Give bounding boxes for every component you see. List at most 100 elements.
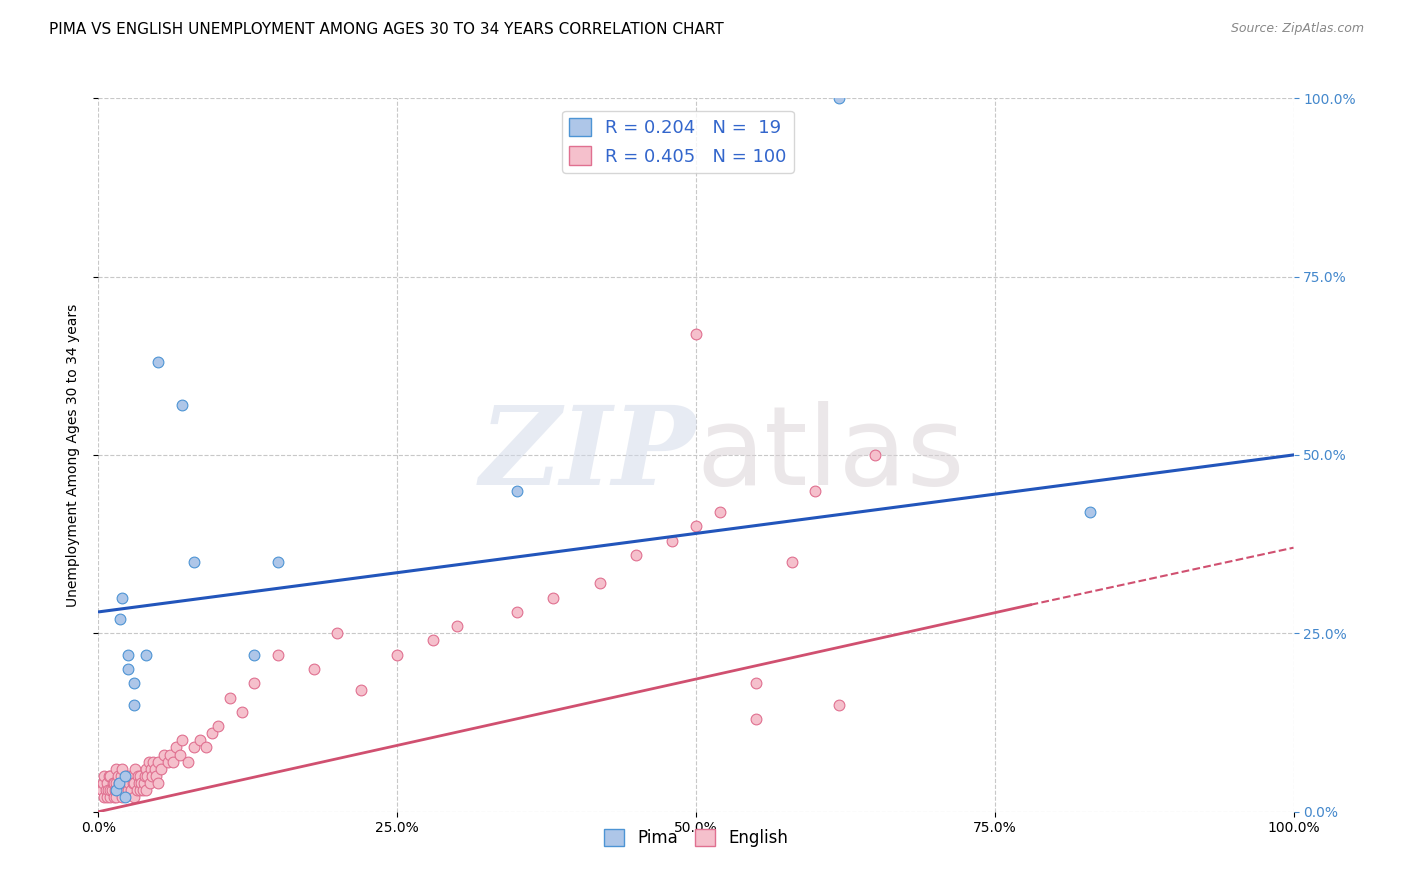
Point [134,769,156,783]
Point [117,648,139,662]
Point [231,705,253,719]
Point [135,783,157,797]
Point [131,776,153,790]
Point [103,776,125,790]
Point [165,740,187,755]
Point [350,683,373,698]
Point [745,712,768,726]
Point [142,755,165,769]
Point [219,690,242,705]
Point [108,783,131,797]
Point [108,612,131,626]
Point [541,591,564,605]
Point [114,769,136,783]
Point [446,619,468,633]
Point [105,783,128,797]
Point [159,747,181,762]
Point [105,790,128,805]
Point [302,662,325,676]
Point [385,648,409,662]
Text: atlas: atlas [696,401,965,508]
Point [685,326,707,341]
Point [195,740,218,755]
Point [100,783,122,797]
Y-axis label: Unemployment Among Ages 30 to 34 years: Unemployment Among Ages 30 to 34 years [66,303,80,607]
Point [96,790,118,805]
Point [101,776,124,790]
Point [105,776,128,790]
Point [120,783,142,797]
Point [93,790,115,805]
Point [149,762,172,776]
Point [709,505,731,519]
Point [111,762,134,776]
Text: PIMA VS ENGLISH UNEMPLOYMENT AMONG AGES 30 TO 34 YEARS CORRELATION CHART: PIMA VS ENGLISH UNEMPLOYMENT AMONG AGES … [49,22,724,37]
Point [93,769,115,783]
Point [117,662,139,676]
Point [125,783,148,797]
Text: Source: ZipAtlas.com: Source: ZipAtlas.com [1230,22,1364,36]
Point [121,769,143,783]
Point [117,769,139,783]
Point [98,783,122,797]
Point [326,626,349,640]
Point [97,783,120,797]
Point [172,733,194,747]
Point [1080,505,1102,519]
Point [169,747,191,762]
Point [131,783,153,797]
Point [422,633,444,648]
Point [111,776,134,790]
Point [135,762,157,776]
Point [148,355,170,369]
Point [98,769,121,783]
Point [124,790,146,805]
Point [135,648,157,662]
Point [865,448,887,462]
Point [183,740,205,755]
Point [207,719,229,733]
Point [141,769,163,783]
Point [148,776,170,790]
Point [103,790,125,805]
Legend: Pima, English: Pima, English [598,822,794,854]
Point [804,483,827,498]
Point [162,755,184,769]
Point [506,605,529,619]
Point [139,776,162,790]
Point [145,769,167,783]
Point [153,747,176,762]
Point [124,698,146,712]
Point [98,769,122,783]
Point [183,555,205,569]
Point [127,769,149,783]
Point [129,783,152,797]
Point [107,783,129,797]
Point [156,755,179,769]
Point [506,483,529,498]
Point [114,790,136,805]
Point [118,776,141,790]
Point [132,776,155,790]
Point [139,762,162,776]
Point [201,726,224,740]
Point [98,790,122,805]
Point [148,755,170,769]
Point [661,533,683,548]
Point [107,776,129,790]
Point [138,755,160,769]
Point [111,790,134,805]
Point [267,555,290,569]
Point [780,555,803,569]
Point [143,762,166,776]
Point [112,783,135,797]
Point [128,776,150,790]
Point [91,783,114,797]
Point [111,591,134,605]
Point [685,519,707,533]
Point [243,648,266,662]
Point [828,698,851,712]
Point [105,762,128,776]
Point [589,576,612,591]
Point [122,776,145,790]
